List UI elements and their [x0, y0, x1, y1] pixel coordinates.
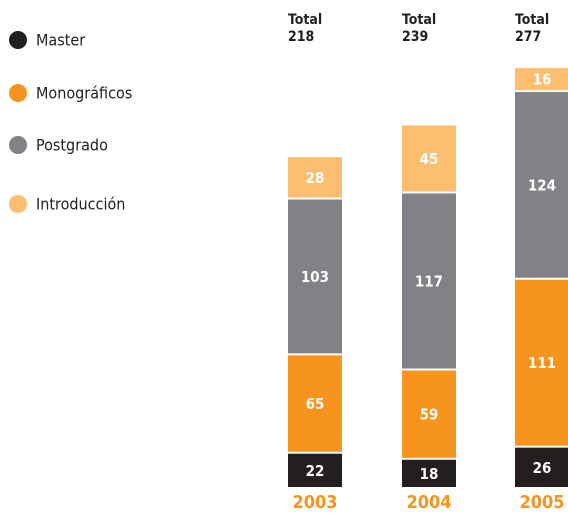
total-value: 277 — [515, 29, 541, 45]
x-tick-label: 2003 — [292, 492, 337, 513]
bar-segment — [288, 453, 342, 487]
bar-segment — [515, 92, 568, 278]
total-label: Total — [288, 12, 322, 28]
total-value: 218 — [288, 29, 314, 45]
value-label: 18 — [420, 465, 439, 483]
legend-label: Monográficos — [36, 84, 132, 103]
x-tick-label: 2005 — [519, 492, 564, 513]
value-label: 111 — [528, 354, 556, 372]
value-label: 22 — [306, 462, 325, 480]
bar-segment — [515, 279, 568, 446]
legend-label: Master — [36, 31, 85, 50]
value-label: 16 — [533, 71, 552, 89]
bar-segment — [402, 193, 456, 369]
value-label: 26 — [533, 459, 552, 477]
total-label: Total — [515, 12, 549, 28]
value-label: 65 — [306, 395, 325, 413]
legend-label: Introducción — [36, 195, 125, 214]
total-value: 239 — [402, 29, 428, 45]
value-label: 59 — [420, 406, 439, 424]
bar-segment — [515, 67, 568, 91]
value-label: 45 — [420, 150, 439, 168]
legend-swatch — [9, 84, 27, 102]
value-label: 28 — [306, 169, 325, 187]
legend-swatch — [9, 136, 27, 154]
legend-swatch — [9, 31, 27, 49]
bar-segment — [288, 157, 342, 198]
bar-segment — [288, 355, 342, 452]
legend-swatch — [9, 195, 27, 213]
x-tick-label: 2004 — [406, 492, 451, 513]
value-label: 103 — [301, 268, 329, 286]
total-label: Total — [402, 12, 436, 28]
bar-segment — [402, 125, 456, 192]
legend-label: Postgrado — [36, 136, 108, 155]
bar-segment — [515, 447, 568, 487]
bar-segment — [402, 370, 456, 458]
bar-segment — [402, 459, 456, 487]
value-label: 117 — [415, 272, 443, 290]
value-label: 124 — [528, 176, 556, 194]
bar-segment — [288, 199, 342, 354]
